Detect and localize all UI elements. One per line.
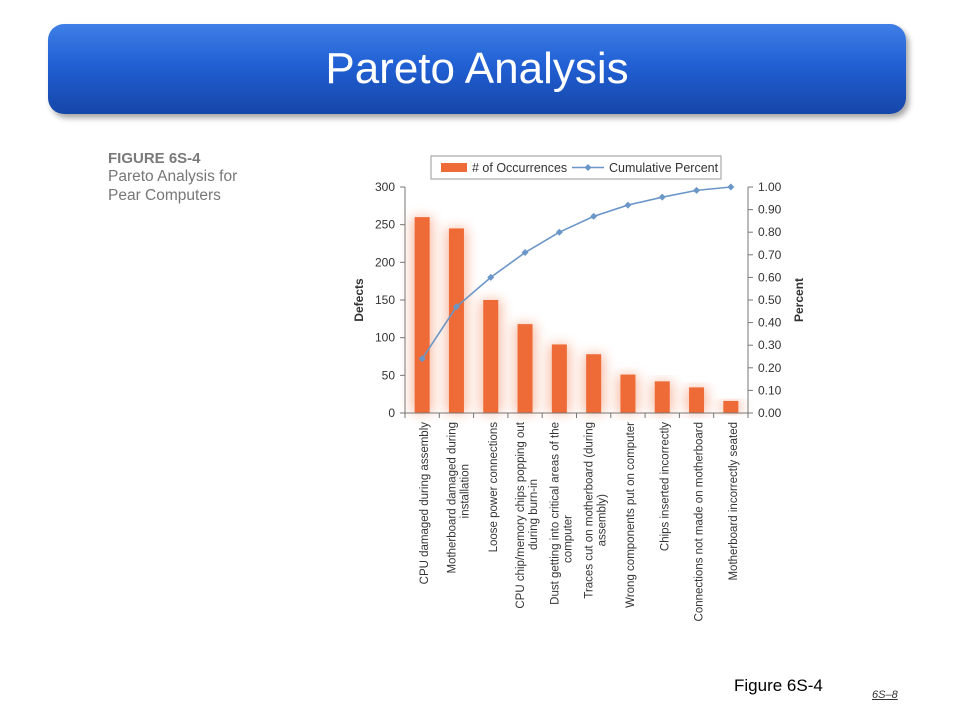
right-tick-label: 0.30	[758, 338, 782, 352]
right-tick-label: 0.90	[758, 203, 782, 217]
right-tick-label: 0.10	[758, 383, 782, 397]
bar	[551, 344, 567, 413]
category-label: Wrong components put on computer	[625, 422, 637, 608]
category-label: CPU damaged during assembly	[419, 422, 431, 585]
bar	[689, 387, 705, 413]
left-tick-label: 200	[375, 255, 395, 269]
category-label-line: during burn-in	[528, 479, 540, 550]
category-label: Motherboard damaged during installation	[446, 422, 471, 574]
category-label-line: computer	[562, 515, 574, 563]
bar	[654, 381, 670, 413]
category-label-line: Motherboard incorrectly seated	[728, 422, 740, 581]
bar	[448, 228, 464, 413]
figure-description-line-1: Pareto Analysis for	[108, 168, 238, 185]
right-tick-label: 0.40	[758, 316, 782, 330]
category-label-line: Wrong components put on computer	[625, 422, 637, 608]
cumulative-point	[521, 249, 529, 257]
slide-number: 6S–8	[872, 689, 898, 701]
legend-line-marker	[584, 164, 592, 171]
cumulative-point	[590, 212, 598, 220]
category-label-line: assembly)	[597, 494, 609, 547]
cumulative-point	[658, 193, 666, 201]
figure-reference: Figure 6S-4	[734, 676, 823, 695]
category-label-line: Connections not made on motherboard	[694, 422, 706, 621]
bar	[483, 300, 499, 413]
cumulative-point	[693, 186, 701, 194]
right-tick-label: 0.70	[758, 248, 782, 262]
left-tick-label: 150	[375, 293, 395, 307]
category-label-line: installation	[459, 464, 471, 518]
cumulative-point	[487, 273, 495, 281]
right-tick-label: 0.00	[758, 406, 782, 420]
legend-bar-label: # of Occurrences	[472, 161, 567, 175]
bar	[517, 324, 533, 413]
bar	[414, 217, 430, 413]
bar	[723, 400, 739, 413]
cumulative-point	[418, 355, 426, 363]
legend-line-label: Cumulative Percent	[609, 161, 719, 175]
category-label: CPU chip/memory chips popping out during …	[515, 421, 540, 608]
figure-caption: FIGURE 6S-4 Pareto Analysis for Pear Com…	[108, 150, 288, 205]
bar	[620, 374, 636, 413]
category-label-line: Traces cut on motherboard (during	[584, 422, 596, 599]
category-label-line: Loose power connections	[488, 422, 500, 553]
cumulative-point	[727, 183, 735, 191]
title-banner: Pareto Analysis	[48, 24, 906, 114]
category-label: Traces cut on motherboard (during assembl…	[584, 422, 609, 599]
cumulative-line	[421, 186, 731, 360]
figure-number: FIGURE 6S-4	[108, 150, 201, 167]
right-tick-label: 0.50	[758, 293, 782, 307]
category-label-line: Motherboard damaged during	[446, 422, 458, 574]
legend-bar-swatch	[441, 163, 467, 172]
right-tick-label: 0.20	[758, 361, 782, 375]
left-tick-label: 0	[388, 406, 395, 420]
category-label-line: CPU damaged during assembly	[419, 422, 431, 585]
category-label: Dust getting into critical areas of the c…	[549, 422, 574, 605]
slide-title: Pareto Analysis	[325, 44, 629, 93]
left-tick-label: 250	[375, 218, 395, 232]
right-axis-title: Percent	[792, 278, 806, 322]
right-tick-label: 0.80	[758, 225, 782, 239]
left-axis-title: Defects	[352, 278, 366, 322]
left-tick-label: 50	[382, 368, 396, 382]
category-label-line: Chips inserted incorrectly	[659, 422, 671, 551]
category-label: Chips inserted incorrectly	[659, 422, 671, 551]
left-tick-label: 100	[375, 331, 395, 345]
cumulative-point	[624, 201, 632, 209]
left-tick-label: 300	[375, 180, 395, 194]
cumulative-point	[452, 303, 460, 311]
category-label-line: Dust getting into critical areas of the	[549, 422, 561, 605]
category-label: Motherboard incorrectly seated	[728, 422, 740, 581]
right-tick-label: 0.60	[758, 270, 782, 284]
bar	[586, 354, 602, 413]
figure-description-line-2: Pear Computers	[108, 187, 221, 204]
category-label-line: CPU chip/memory chips popping out	[515, 421, 527, 608]
right-tick-label: 1.00	[758, 180, 782, 194]
cumulative-point	[555, 228, 563, 236]
category-label: Loose power connections	[488, 422, 500, 553]
category-label: Connections not made on motherboard	[694, 422, 706, 621]
